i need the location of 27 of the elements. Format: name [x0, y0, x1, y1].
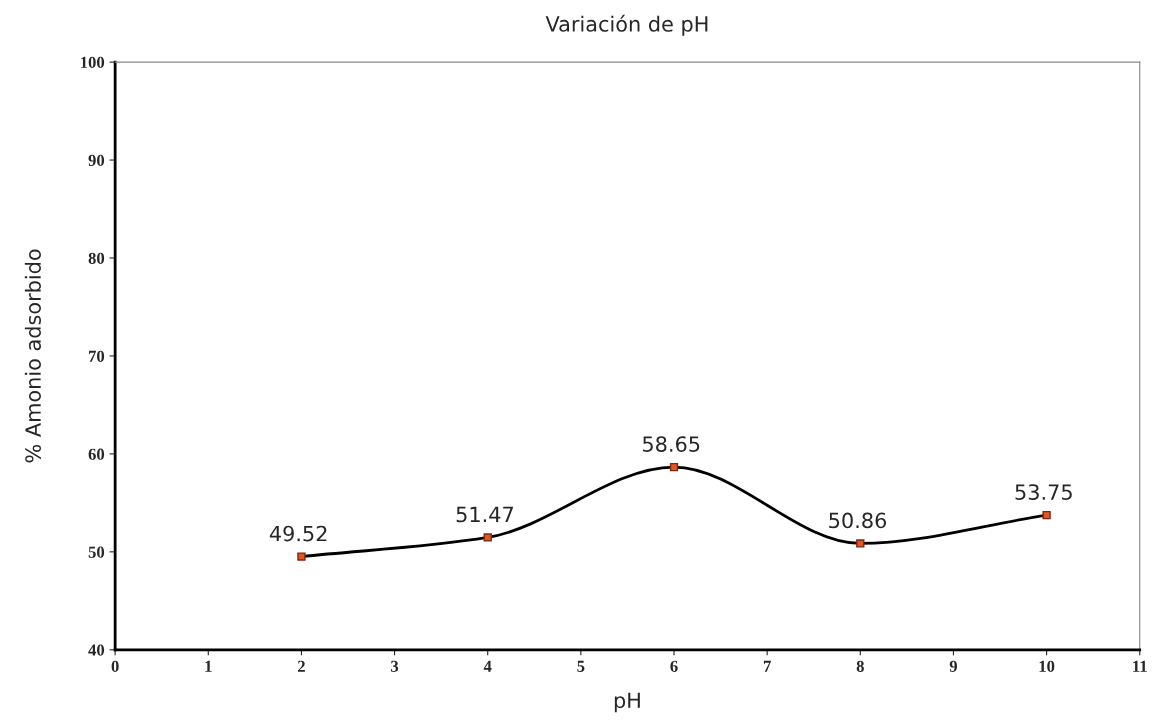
- x-tick-label: 5: [577, 660, 585, 672]
- x-axis-title: pH: [614, 692, 640, 713]
- y-tick-label: 70: [89, 350, 105, 362]
- y-tick-label: 40: [88, 644, 105, 656]
- x-tick-label: 10: [1039, 660, 1055, 672]
- x-tick-label: 9: [949, 660, 958, 672]
- data-label: 58.65: [643, 436, 700, 452]
- data-label: 51.47: [456, 506, 513, 523]
- x-tick-label: 0: [111, 660, 119, 672]
- y-tick-label: 60: [88, 448, 105, 460]
- y-tick-label: 50: [88, 546, 105, 558]
- y-tick-label: 100: [81, 56, 105, 69]
- data-label: 49.52: [269, 525, 327, 542]
- x-tick-label: 8: [856, 660, 864, 672]
- chart-title: Variación de pH: [545, 14, 708, 36]
- y-axis-title: % Amonio adsorbido: [24, 249, 41, 463]
- x-tick-label: 4: [483, 660, 492, 672]
- x-tick-label: 3: [391, 660, 399, 672]
- data-label: 50.86: [829, 512, 887, 529]
- y-tick-label: 80: [88, 252, 105, 264]
- x-tick-label: 2: [297, 660, 305, 672]
- y-tick-label: 90: [88, 154, 105, 166]
- x-tick-label: 7: [763, 660, 771, 672]
- x-tick-label: 11: [1133, 660, 1147, 672]
- x-tick-label: 6: [670, 660, 678, 672]
- x-tick-label: 1: [205, 660, 212, 672]
- data-label: 53.75: [1015, 484, 1072, 500]
